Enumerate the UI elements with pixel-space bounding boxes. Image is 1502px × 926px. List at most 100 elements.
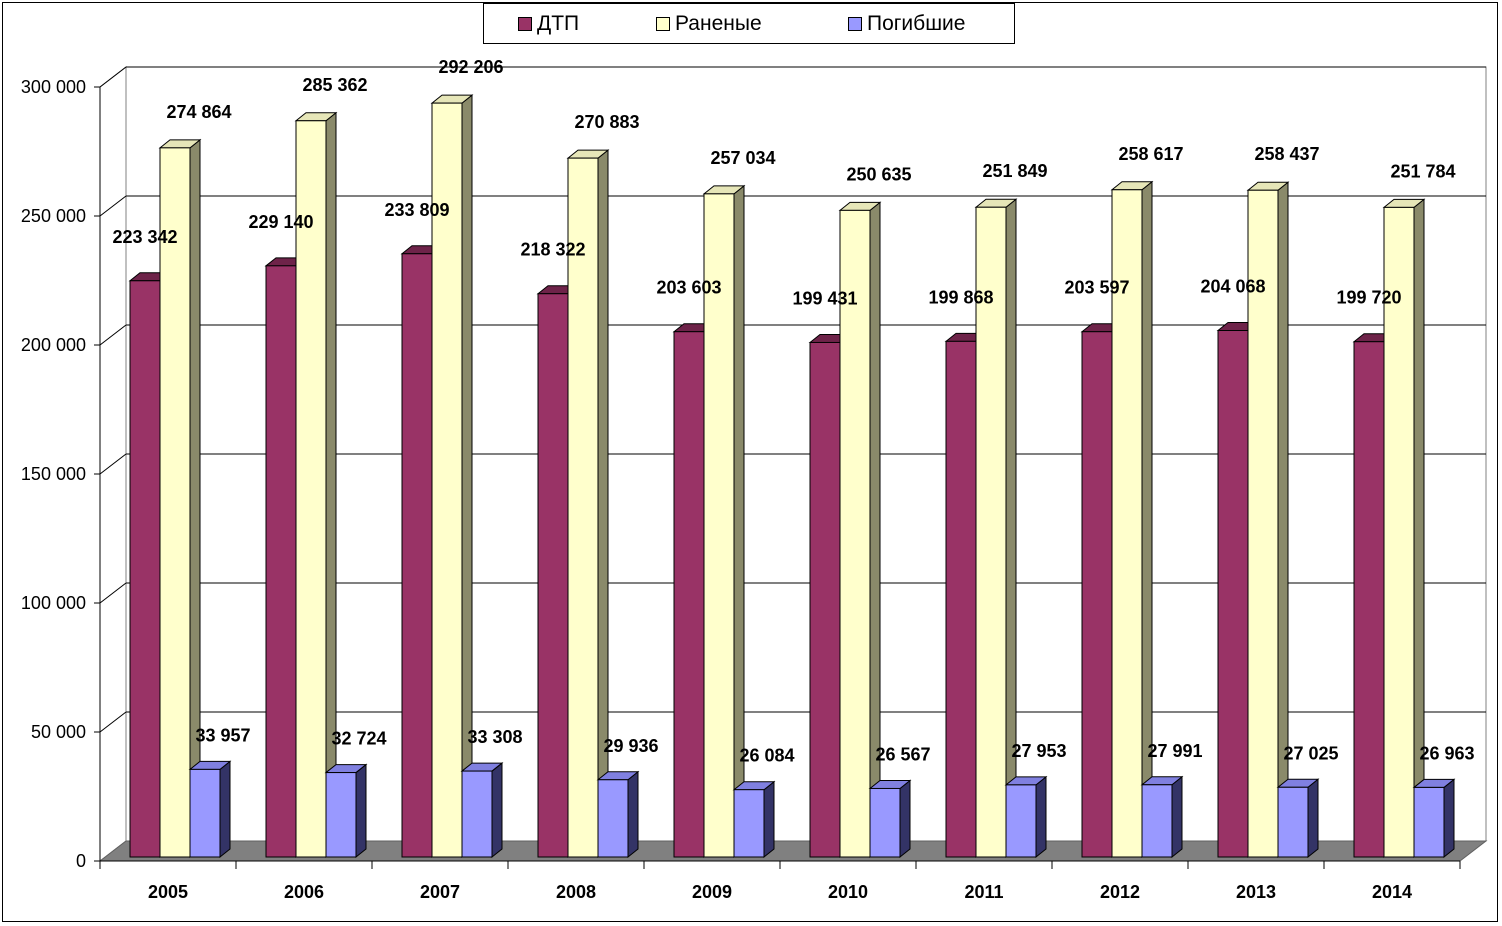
- data-label: 27 025: [1283, 743, 1338, 763]
- data-label: 199 868: [928, 287, 993, 307]
- bar-2014-2: [1413, 786, 1445, 858]
- gridline-depth: [99, 66, 127, 88]
- legend-swatch-injured: [656, 17, 670, 31]
- x-tick-label: 2011: [964, 882, 1003, 902]
- bar-2012-1: [1111, 189, 1143, 858]
- y-tick-label: 150 000: [21, 464, 86, 484]
- bars: [128, 94, 1456, 859]
- legend-swatch-killed: [848, 17, 862, 31]
- data-label: 233 809: [384, 200, 449, 220]
- bar-2014-0: [1353, 341, 1385, 858]
- data-label: 33 957: [195, 725, 250, 745]
- data-label: 223 342: [112, 227, 177, 247]
- legend-item-killed: Погибшие: [848, 12, 966, 35]
- bar-2012-2: [1141, 784, 1173, 858]
- bar-2009-0: [673, 331, 705, 858]
- gridline-depth: [99, 711, 127, 733]
- bar-2010-2: [869, 787, 901, 858]
- y-tick-label: 200 000: [21, 335, 86, 355]
- legend-label-killed: Погибшие: [867, 12, 966, 35]
- data-label: 229 140: [248, 212, 313, 232]
- bar-2013-1: [1247, 189, 1279, 858]
- bar-2005-1: [159, 147, 191, 858]
- bar-side: [627, 770, 639, 859]
- legend-label-injured: Раненые: [675, 12, 762, 35]
- bar-2006-0: [265, 265, 297, 858]
- data-label: 26 567: [875, 744, 930, 764]
- data-label: 29 936: [603, 736, 658, 756]
- data-label: 285 362: [302, 75, 367, 95]
- data-label: 204 068: [1200, 277, 1265, 297]
- bar-2006-1: [295, 120, 327, 858]
- bar-side: [219, 760, 231, 859]
- bar-2013-0: [1217, 330, 1249, 858]
- y-tick-label: 250 000: [21, 206, 86, 226]
- legend-item-dtp: ДТП: [518, 12, 580, 35]
- bar-side: [491, 762, 503, 859]
- legend-item-injured: Раненые: [656, 12, 762, 35]
- bar-2011-0: [945, 340, 977, 858]
- bar-2007-2: [461, 770, 493, 858]
- x-tick-label: 2012: [1100, 882, 1140, 902]
- data-label: 203 597: [1064, 278, 1129, 298]
- legend-swatch-dtp: [518, 17, 532, 31]
- bar-2010-1: [839, 209, 871, 858]
- x-tick-label: 2014: [1372, 882, 1412, 902]
- bar-2008-2: [597, 779, 629, 858]
- bar-2005-0: [129, 280, 161, 858]
- x-tick-label: 2009: [692, 882, 732, 902]
- bar-2013-2: [1277, 786, 1309, 858]
- y-tick-label: 300 000: [21, 77, 86, 97]
- bar-side: [355, 763, 367, 859]
- bar-side: [189, 138, 201, 859]
- bar-2007-0: [401, 253, 433, 858]
- bar-2007-1: [431, 102, 463, 858]
- bar-2011-1: [975, 206, 1007, 858]
- bar-2008-0: [537, 293, 569, 858]
- gridline-depth: [99, 195, 127, 217]
- bar-2012-0: [1081, 331, 1113, 858]
- data-label: 251 849: [982, 161, 1047, 181]
- data-label: 26 963: [1419, 743, 1474, 763]
- data-label: 251 784: [1390, 161, 1455, 181]
- gridline-depth: [99, 582, 127, 604]
- data-label: 257 034: [710, 148, 775, 168]
- data-label: 258 437: [1254, 144, 1319, 164]
- bar-2006-2: [325, 772, 357, 858]
- x-tick-label: 2013: [1236, 882, 1276, 902]
- data-label: 26 084: [739, 746, 794, 766]
- data-label: 218 322: [520, 240, 585, 260]
- data-label: 199 720: [1336, 288, 1401, 308]
- y-tick-label: 50 000: [31, 722, 86, 742]
- bar-2009-1: [703, 193, 735, 858]
- data-label: 203 603: [656, 278, 721, 298]
- data-label: 250 635: [846, 164, 911, 184]
- gridline-depth: [99, 324, 127, 346]
- data-labels: 223 342 274 864 33 957 229 140 285 362 32 724…: [112, 57, 1474, 766]
- bar-side: [1443, 778, 1455, 859]
- bar-side: [899, 779, 911, 859]
- data-label: 33 308: [467, 727, 522, 747]
- data-label: 27 953: [1011, 741, 1066, 761]
- bar-2010-0: [809, 341, 841, 858]
- gridline-depth: [99, 453, 127, 475]
- data-label: 32 724: [331, 729, 386, 749]
- bar-2008-1: [567, 157, 599, 858]
- data-label: 258 617: [1118, 144, 1183, 164]
- bar-side: [1035, 775, 1047, 859]
- x-tick-label: 2005: [148, 882, 188, 902]
- data-label: 274 864: [166, 102, 231, 122]
- data-label: 199 431: [792, 288, 857, 308]
- x-tick-label: 2006: [284, 882, 324, 902]
- legend-label-dtp: ДТП: [537, 12, 580, 35]
- data-label: 270 883: [574, 112, 639, 132]
- bar-2011-2: [1005, 784, 1037, 858]
- data-label: 27 991: [1147, 741, 1202, 761]
- bar-2014-1: [1383, 206, 1415, 858]
- bar-2005-2: [189, 768, 221, 858]
- axes: 0 50 000 100 000 150 000 200 000 250 000 300 0…: [21, 77, 1461, 902]
- x-tick-label: 2007: [420, 882, 460, 902]
- bar-side: [1171, 775, 1183, 859]
